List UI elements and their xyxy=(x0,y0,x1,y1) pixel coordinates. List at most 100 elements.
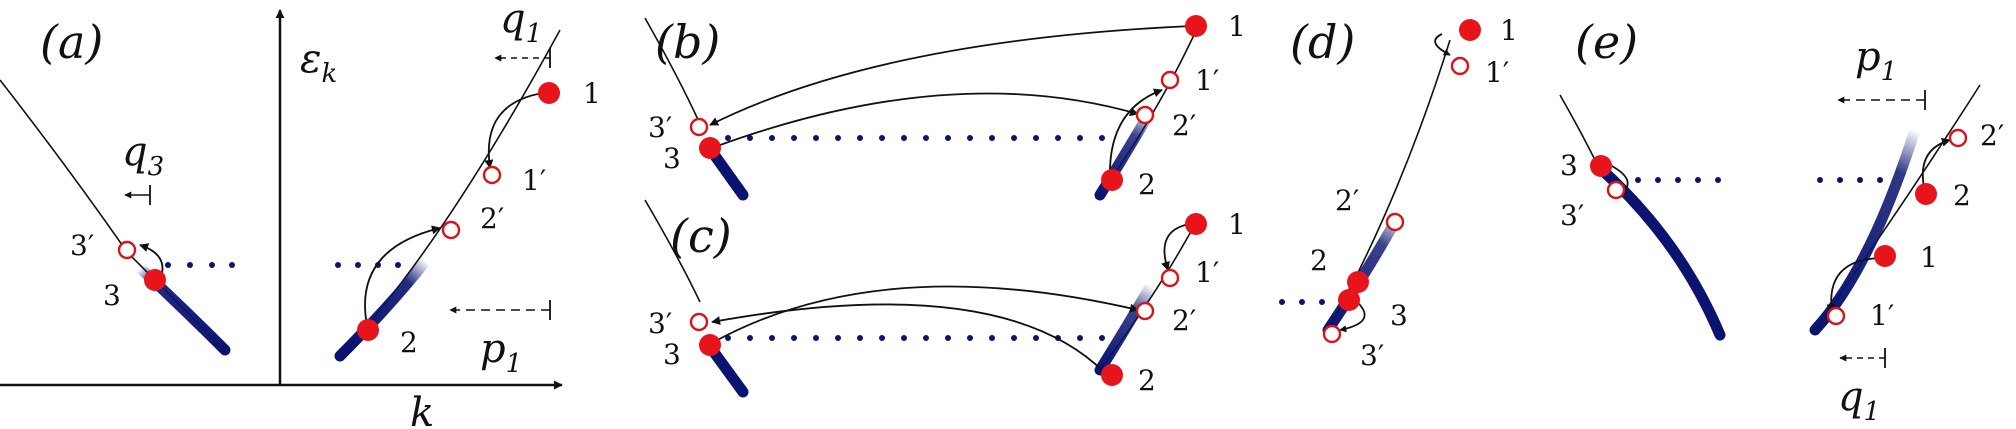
panel-e-state-1 xyxy=(1874,245,1896,267)
panel-e-label-2: 2 xyxy=(1953,179,1971,212)
state-1 xyxy=(538,82,560,104)
panel-e-state-2-prime xyxy=(1948,128,1968,148)
transition-arrow-1 xyxy=(484,91,551,169)
panel-b-state-1 xyxy=(1185,15,1207,37)
panel-e-label-1-prime: 1′ xyxy=(1870,299,1894,332)
panel-d-label-3: 3 xyxy=(1390,299,1408,332)
panel-d-label-1-prime: 1′ xyxy=(1485,56,1509,89)
panel-c-label: (c) xyxy=(670,209,732,263)
panel-d-label-3-prime: 3′ xyxy=(1360,339,1384,372)
panel-c: (c) 1 1′ 2′ 2 3′ 3 xyxy=(644,199,1246,398)
panel-b-label-3: 3 xyxy=(663,142,681,175)
panel-d-band xyxy=(1322,214,1402,336)
panel-e-fermi-dots xyxy=(1635,177,1883,183)
panel-d-state-3 xyxy=(1338,289,1360,311)
panel-e-right-band xyxy=(1809,124,1921,336)
panel-e-momentum-q1-label: q1 xyxy=(1838,374,1880,427)
panel-c-right-band xyxy=(1094,281,1156,376)
panel-c-state-1 xyxy=(1185,213,1207,235)
state-2-prime xyxy=(441,220,461,240)
label-3: 3 xyxy=(103,279,121,312)
panel-c-left-curve xyxy=(644,199,701,303)
panel-b-state-3 xyxy=(699,137,721,159)
panel-c-label-3-prime: 3′ xyxy=(648,307,672,340)
panel-e-label-2-prime: 2′ xyxy=(1980,119,2004,152)
panel-e-label: (e) xyxy=(1575,15,1638,69)
panel-d-fermi-dots xyxy=(1279,299,1325,305)
panel-b-fermi-dots xyxy=(725,135,1105,141)
panel-b-label-2: 2 xyxy=(1138,168,1156,201)
panel-b-label-2-prime: 2′ xyxy=(1172,109,1196,142)
panel-c-state-3-prime xyxy=(689,312,709,332)
momentum-q1-label: q1 xyxy=(500,0,542,49)
panel-b-state-2 xyxy=(1101,169,1123,191)
label-2-prime: 2′ xyxy=(480,202,504,235)
panel-b-arrow-2-to-1p xyxy=(1109,88,1163,179)
panel-e-label-3: 3 xyxy=(1560,149,1578,182)
label-1-prime: 1′ xyxy=(522,164,546,197)
panel-d-label-2-prime: 2′ xyxy=(1335,184,1359,217)
transition-arrow-2 xyxy=(364,225,441,331)
energy-axis-label: εk xyxy=(300,36,337,89)
panel-b-arrow-3-to-2p xyxy=(711,92,1139,149)
panel-e: (e) 3 3′ 2′ 2 1 1′ p1 q1 xyxy=(1559,15,2004,427)
k-axis-label: k xyxy=(410,390,434,429)
right-occupied-band xyxy=(334,256,431,362)
panel-d-arrow-1-to-1p xyxy=(1434,33,1451,56)
panel-e-arrow-1-to-1p xyxy=(1826,257,1881,313)
panel-e-left-curve xyxy=(1559,94,1596,161)
momentum-p1-label: p1 xyxy=(480,326,522,379)
momentum-q3-label: q3 xyxy=(122,129,164,182)
panel-c-fermi-dots xyxy=(725,335,1105,341)
panel-c-state-1-prime xyxy=(1160,268,1180,288)
panel-b-arrow-1-to-3p xyxy=(709,25,1193,126)
panel-b: (b) 1 1′ 2′ 2 3′ 3 xyxy=(644,10,1246,201)
label-3-prime: 3′ xyxy=(70,229,94,262)
panel-e-state-2 xyxy=(1915,183,1937,205)
panel-d-label: (d) xyxy=(1290,15,1355,69)
panel-c-label-2-prime: 2′ xyxy=(1172,304,1196,337)
state-3-prime xyxy=(117,240,137,260)
panel-b-label: (b) xyxy=(655,15,720,69)
panel-c-label-1-prime: 1′ xyxy=(1195,256,1219,289)
panel-a: (a) εk k 3′ 3 1 1′ 2′ 2 xyxy=(0,0,601,429)
panel-e-label-3-prime: 3′ xyxy=(1560,199,1584,232)
panel-c-arrow-3-to-2p xyxy=(711,285,1139,344)
panel-c-arrow-1-to-1p xyxy=(1161,223,1191,271)
panel-d-label-2: 2 xyxy=(1310,244,1328,277)
panel-d-label-1: 1 xyxy=(1500,14,1518,47)
state-2 xyxy=(357,319,379,341)
panel-c-state-2 xyxy=(1101,364,1123,386)
panel-c-state-2-prime xyxy=(1135,301,1155,321)
state-1-prime xyxy=(482,165,502,185)
panel-d-state-1-prime xyxy=(1450,56,1470,76)
panel-b-state-2-prime xyxy=(1135,105,1155,125)
panel-d: (d) 1 1′ 2′ 2 3 3′ xyxy=(1279,14,1518,372)
panel-b-label-3-prime: 3′ xyxy=(648,111,672,144)
panel-b-state-1-prime xyxy=(1160,70,1180,90)
fermi-level-dots xyxy=(165,262,401,268)
label-1: 1 xyxy=(583,77,601,110)
panel-b-label-1-prime: 1′ xyxy=(1195,64,1219,97)
panel-d-state-1 xyxy=(1459,19,1481,41)
panel-d-state-2-prime xyxy=(1385,212,1405,232)
left-dispersion-curve xyxy=(0,79,226,351)
panel-a-label: (a) xyxy=(40,15,103,69)
panel-e-momentum-p1-label: p1 xyxy=(1855,34,1897,87)
panel-e-state-3 xyxy=(1590,155,1612,177)
panel-c-label-1: 1 xyxy=(1228,208,1246,241)
panel-e-label-1: 1 xyxy=(1920,241,1938,274)
panel-b-state-3-prime xyxy=(689,117,709,137)
panel-c-label-2: 2 xyxy=(1138,364,1156,397)
panel-c-label-3: 3 xyxy=(663,338,681,371)
label-2: 2 xyxy=(400,326,418,359)
panel-e-state-3-prime xyxy=(1606,180,1626,200)
panel-d-state-2 xyxy=(1347,271,1369,293)
state-3 xyxy=(144,269,166,291)
panel-d-state-3-prime xyxy=(1322,324,1342,344)
panel-b-label-1: 1 xyxy=(1228,10,1246,43)
panel-e-state-1-prime xyxy=(1826,306,1846,326)
panel-b-left-curve xyxy=(644,17,701,125)
panel-c-state-3 xyxy=(699,334,721,356)
